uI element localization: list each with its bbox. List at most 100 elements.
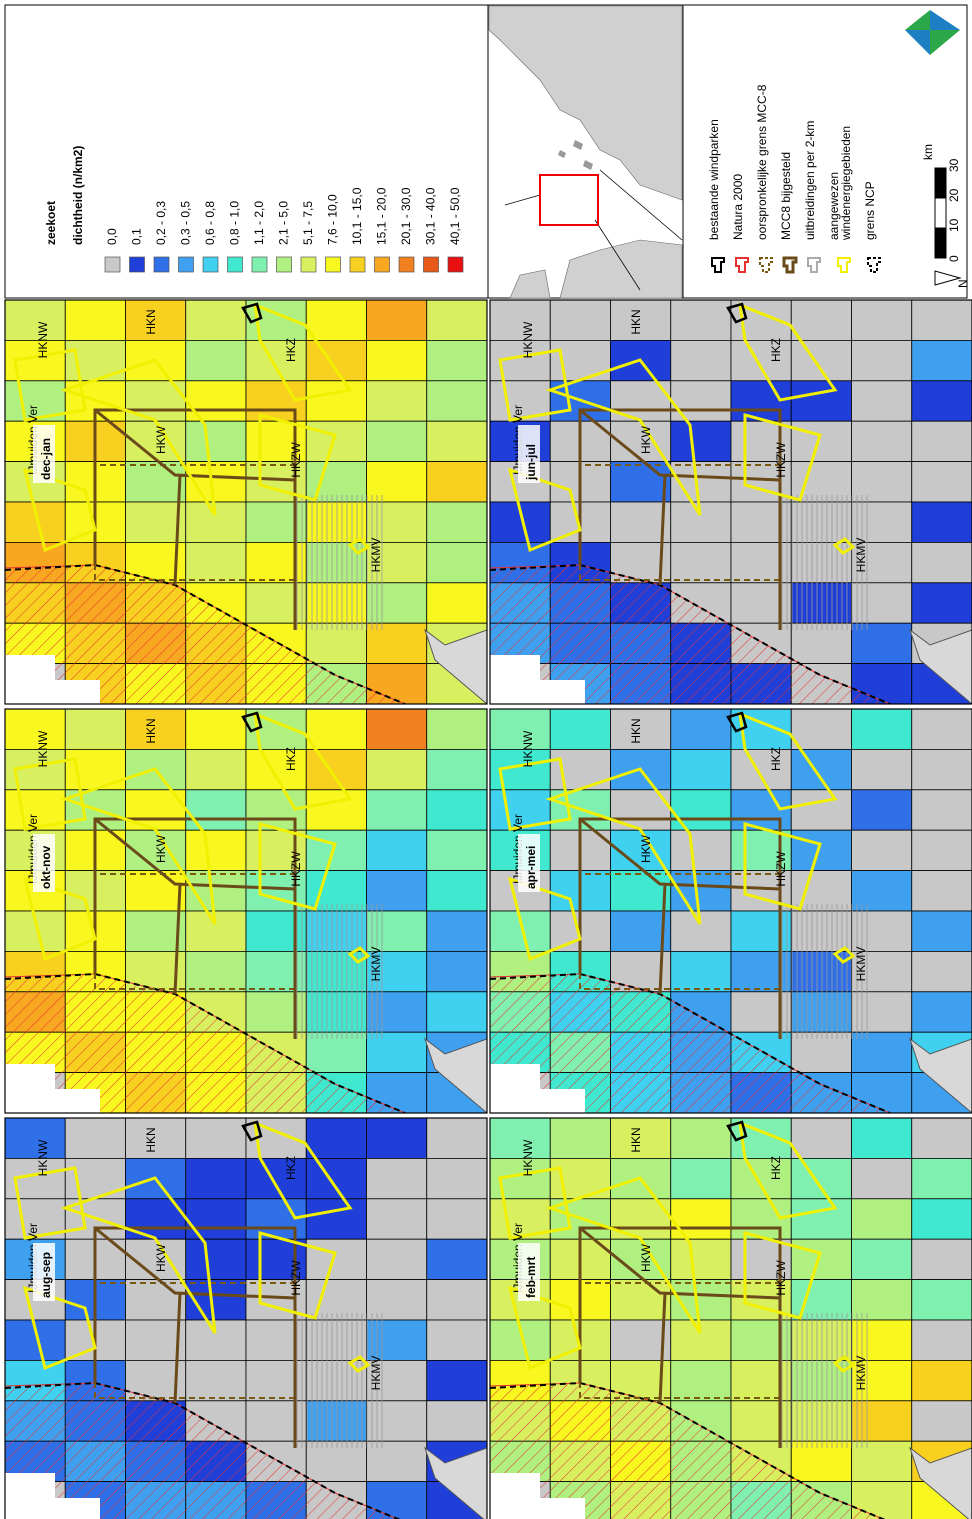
density-cell [671,421,731,461]
density-cell [852,300,912,340]
density-cell [671,1239,731,1279]
zone-label: HKN [144,718,158,743]
legend-label: 5,1 - 7,5 [301,201,315,245]
zone-label: HKW [154,834,168,863]
density-cell [427,1401,487,1441]
density-cell [427,502,487,542]
legend-swatch [105,257,120,272]
scale-unit: km [921,144,935,160]
zone-label: HKZW [774,851,788,887]
density-cell [791,340,851,380]
density-cell [791,709,851,749]
density-cell [186,542,246,582]
legend-label: 15,1 - 20,0 [375,187,389,245]
figure: zeekoetdichtheid (n/km2)0,00,10,2 - 0,30… [0,0,972,1519]
density-cell [186,911,246,951]
zone-label: HKN [629,718,643,743]
density-cell [427,542,487,582]
density-cell [912,421,972,461]
density-cell [306,340,366,380]
density-cell [427,992,487,1032]
zone-label: HKN [629,309,643,334]
density-cell [427,709,487,749]
density-cell [550,300,610,340]
panel-label: jun-jul [524,444,538,481]
panel-label: okt-nov [39,845,53,889]
zone-label: HKZW [774,1260,788,1296]
scale-label: 20 [947,188,961,202]
density-cell [611,871,671,911]
density-cell [671,1118,731,1158]
density-cell [671,381,731,421]
density-cell [367,749,427,789]
density-cell [912,911,972,951]
map-panel: HKNWHKNHKWHKZHKZWHKMVIJmuiden Verdec-jan [5,300,487,704]
map-panel: HKNWHKNHKWHKZHKZWHKMVIJmuiden Verokt-nov [5,709,487,1113]
zone-label: HKNW [36,1139,50,1176]
density-cell [671,300,731,340]
legend-swatch [448,257,463,272]
zone-label: HKZ [769,747,783,771]
zone-label: HKN [144,309,158,334]
density-cell [611,462,671,502]
density-cell [671,749,731,789]
density-cell [367,421,427,461]
zone-label: HKZ [284,338,298,362]
density-cell [852,340,912,380]
density-cell [306,709,366,749]
density-cell [126,1280,186,1320]
layer-label: oorspronkelijke grens MCC-8 [755,84,769,240]
density-cell [367,709,427,749]
density-cell [852,1158,912,1198]
density-cell [306,749,366,789]
density-cell [186,1199,246,1239]
density-cell [791,1239,851,1279]
north-label: N [956,279,970,288]
zone-label: HKZW [289,1260,303,1296]
density-cell [791,421,851,461]
density-cell [367,1239,427,1279]
density-cell [671,951,731,991]
legend-swatch [350,257,365,272]
density-cell [912,871,972,911]
density-cell [306,1118,366,1158]
zone-label: HKNW [521,730,535,767]
zone-label: HKW [154,1243,168,1272]
layer-label: Natura 2000 [731,174,745,240]
density-cell [427,790,487,830]
legend-label: 10,1 - 15,0 [350,187,364,245]
density-cell [791,1199,851,1239]
zone-label: HKW [639,1243,653,1272]
density-cell [186,1158,246,1198]
scale-label: 10 [947,218,961,232]
density-cell [367,381,427,421]
density-cell [427,421,487,461]
density-cell [791,381,851,421]
zone-label: HKZ [769,338,783,362]
legend-subtitle: dichtheid (n/km2) [71,146,85,245]
zone-label: HKMV [854,1356,868,1391]
panel-content [490,300,972,704]
density-cell [912,1280,972,1320]
scale-segment [935,198,946,228]
density-cell [126,871,186,911]
density-cell [427,911,487,951]
density-cell [791,830,851,870]
legend-label: 0,6 - 0,8 [203,201,217,245]
density-cell [912,1118,972,1158]
legend-label: 40,1 - 50,0 [448,187,462,245]
density-cell [186,1360,246,1400]
density-cell [186,790,246,830]
map-panel: HKNWHKNHKWHKZHKZWHKMVIJmuiden Verjun-jul [490,300,972,704]
density-cell [852,830,912,870]
density-cell [427,462,487,502]
density-cell [306,381,366,421]
legend-title: zeekoet [44,201,58,245]
density-cell [912,951,972,991]
density-cell [852,421,912,461]
density-cell [912,300,972,340]
map-panel: HKNWHKNHKWHKZHKZWHKMVIJmuiden Verapr-mei [490,709,972,1113]
zone-label: HKNW [521,321,535,358]
legend-swatch [228,257,243,272]
